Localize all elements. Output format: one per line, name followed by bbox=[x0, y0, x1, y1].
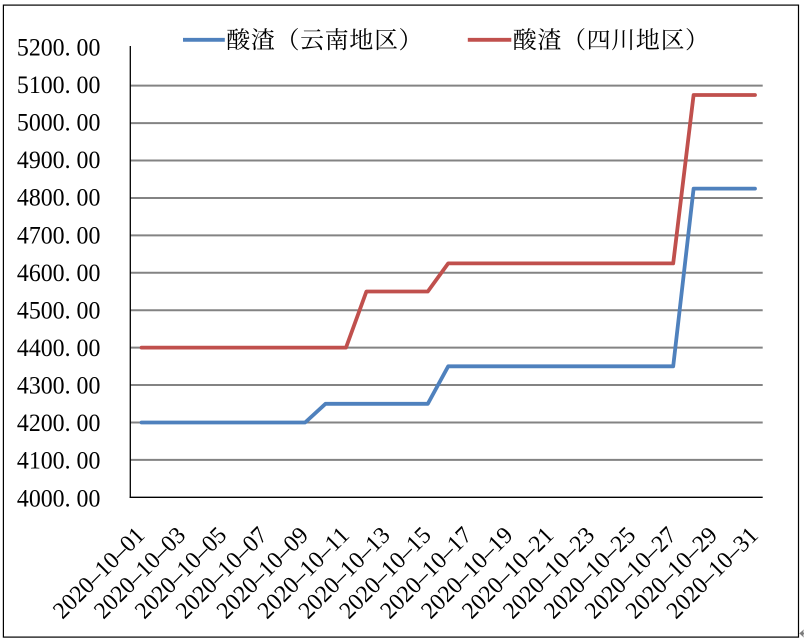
svg-text:4900. 00: 4900. 00 bbox=[17, 147, 101, 174]
svg-text:4300. 00: 4300. 00 bbox=[17, 373, 101, 400]
svg-text:4100. 00: 4100. 00 bbox=[17, 448, 101, 475]
svg-text:4000. 00: 4000. 00 bbox=[17, 485, 101, 512]
svg-text:4600. 00: 4600. 00 bbox=[17, 260, 101, 287]
svg-text:4800. 00: 4800. 00 bbox=[17, 185, 101, 212]
svg-text:4700. 00: 4700. 00 bbox=[17, 222, 101, 249]
svg-text:5100. 00: 5100. 00 bbox=[17, 72, 101, 99]
svg-text:4200. 00: 4200. 00 bbox=[17, 410, 101, 437]
svg-text:4500. 00: 4500. 00 bbox=[17, 297, 101, 324]
svg-text:5000. 00: 5000. 00 bbox=[17, 110, 101, 137]
svg-text:4400. 00: 4400. 00 bbox=[17, 335, 101, 362]
svg-text:5200. 00: 5200. 00 bbox=[17, 34, 101, 61]
